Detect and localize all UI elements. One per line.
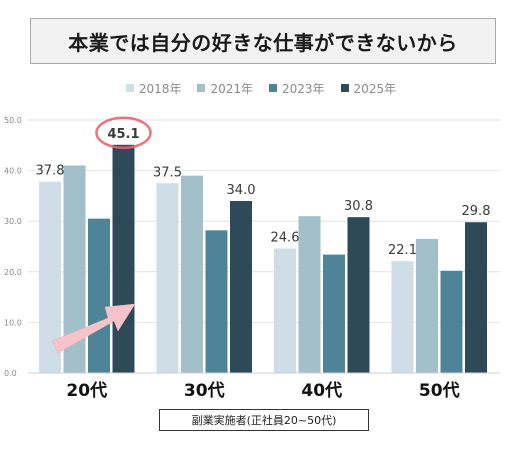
y-tick-label: 40.0 <box>4 167 22 176</box>
data-label: 24.6 <box>271 231 300 246</box>
bar <box>440 270 463 373</box>
bar <box>274 248 296 373</box>
x-tick-label: 40代 <box>301 380 342 401</box>
x-tick-label: 20代 <box>66 380 107 401</box>
legend-item-2021: 2021年 <box>197 80 253 96</box>
legend-item-2023: 2023年 <box>269 80 325 96</box>
legend-item-2025: 2025年 <box>340 80 397 96</box>
y-tick-label: 30.0 <box>4 217 22 226</box>
legend-swatch-2018 <box>125 84 134 92</box>
trend-arrow <box>51 303 136 354</box>
bar <box>323 254 345 373</box>
y-tick-label: 10.0 <box>4 318 22 327</box>
legend-swatch-2021 <box>197 84 206 92</box>
legend: 2018年 2021年 2023年 2025年 <box>0 80 522 96</box>
data-label: 34.0 <box>227 183 256 198</box>
data-label: 29.8 <box>462 204 491 219</box>
legend-label-2023: 2023年 <box>282 81 325 96</box>
highlight-circle <box>95 116 152 150</box>
data-label: 22.1 <box>388 243 417 258</box>
legend-label-2021: 2021年 <box>210 81 253 96</box>
y-tick-label: 50.0 <box>4 116 22 125</box>
chart-title: 本業では自分の好きな仕事ができないから <box>30 18 496 64</box>
bar <box>88 218 110 373</box>
bar <box>156 183 179 373</box>
y-tick-label: 0.0 <box>4 369 17 378</box>
legend-label-2018: 2018年 <box>138 81 182 96</box>
bar <box>181 175 203 373</box>
legend-swatch-2023 <box>269 84 277 92</box>
x-tick-label: 30代 <box>184 380 225 401</box>
data-label: 37.5 <box>153 165 182 180</box>
bar <box>416 238 438 373</box>
bar <box>112 144 135 373</box>
bar <box>39 181 61 373</box>
legend-item-2018: 2018年 <box>125 80 182 96</box>
bar <box>347 217 370 373</box>
legend-swatch-2025 <box>340 84 349 92</box>
data-label: 30.8 <box>344 199 373 214</box>
bar <box>465 222 487 373</box>
bar <box>298 216 321 373</box>
bar <box>63 165 86 373</box>
bar <box>391 261 414 373</box>
y-tick-label: 20.0 <box>4 268 22 277</box>
bar <box>205 230 228 373</box>
legend-label-2025: 2025年 <box>353 81 397 96</box>
sample-note: 副業実施者(正社員20~50代) <box>159 409 369 431</box>
bar <box>230 200 252 373</box>
data-label: 37.8 <box>36 164 65 179</box>
data-label: 45.1 <box>107 127 139 142</box>
x-tick-label: 50代 <box>419 380 460 401</box>
